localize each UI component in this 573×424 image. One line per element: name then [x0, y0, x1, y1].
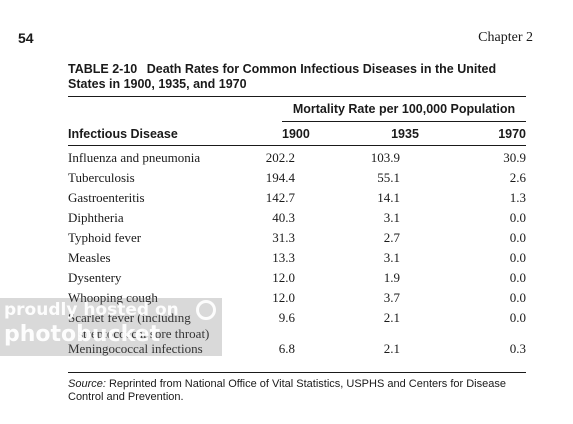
disease-cell: Measles [68, 250, 111, 265]
disease-cell: Gastroenteritis [68, 190, 145, 205]
disease-line-1: Scarlet fever (including [68, 310, 191, 325]
value-1900: 9.6 [278, 310, 295, 325]
value-1970: 1.3 [509, 190, 526, 205]
bottom-rule [68, 372, 526, 373]
value-1900: 12.0 [272, 290, 295, 305]
value-1935: 3.7 [383, 290, 400, 305]
table-row: Dysentery 12.0 1.9 0.0 [68, 270, 526, 290]
value-1900: 194.4 [265, 170, 295, 185]
camera-lens-icon [196, 300, 216, 320]
source-note: Source: Reprinted from National Office o… [68, 378, 528, 404]
value-1970: 0.0 [509, 290, 526, 305]
value-1970: 0.0 [509, 230, 526, 245]
group-rule [282, 121, 526, 122]
disease-cell: Typhoid fever [68, 230, 142, 245]
value-1935: 14.1 [377, 190, 400, 205]
table-label: TABLE 2-10 [68, 62, 138, 76]
table-row: Measles 13.3 3.1 0.0 [68, 250, 526, 270]
value-1900: 31.3 [272, 230, 295, 245]
disease-cell: Meningococcal infections [68, 341, 203, 356]
value-1970: 0.0 [509, 310, 526, 325]
table-row: Influenza and pneumonia 202.2 103.9 30.9 [68, 150, 526, 170]
disease-cell: Dysentery [68, 270, 122, 285]
value-1970: 2.6 [509, 170, 526, 185]
table-row: Scarlet fever (including streptococcal s… [68, 310, 526, 341]
disease-line-2: streptococcal sore throat) [78, 326, 210, 341]
value-1970: 30.9 [503, 150, 526, 165]
table-caption: TABLE 2-10 Death Rates for Common Infect… [68, 62, 528, 92]
table-body: Influenza and pneumonia 202.2 103.9 30.9… [68, 150, 526, 361]
value-1970: 0.0 [509, 270, 526, 285]
column-header-1935: 1935 [391, 127, 419, 141]
disease-cell: Tuberculosis [68, 170, 135, 185]
value-1900: 40.3 [272, 210, 295, 225]
value-1935: 3.1 [383, 250, 400, 265]
value-1970: 0.0 [509, 250, 526, 265]
value-1935: 55.1 [377, 170, 400, 185]
table-row: Typhoid fever 31.3 2.7 0.0 [68, 230, 526, 250]
value-1900: 13.3 [272, 250, 295, 265]
value-1935: 2.7 [383, 230, 400, 245]
value-1900: 142.7 [265, 190, 295, 205]
chapter-heading: Chapter 2 [478, 30, 533, 45]
disease-cell: Scarlet fever (including streptococcal s… [68, 310, 268, 342]
value-1900: 6.8 [278, 341, 295, 356]
value-1935: 2.1 [383, 310, 400, 325]
top-rule [68, 96, 526, 97]
watermark-line-1: proudly hosted on [4, 300, 179, 320]
value-1900: 202.2 [265, 150, 295, 165]
value-1935: 2.1 [383, 341, 400, 356]
table-title: Death Rates for Common Infectious Diseas… [68, 62, 497, 91]
table-row: Whooping cough 12.0 3.7 0.0 [68, 290, 526, 310]
table-row: Diphtheria 40.3 3.1 0.0 [68, 210, 526, 230]
disease-cell: Whooping cough [68, 290, 158, 305]
disease-cell: Influenza and pneumonia [68, 150, 201, 165]
disease-cell: Diphtheria [68, 210, 124, 225]
source-text: Reprinted from National Office of Vital … [68, 378, 506, 403]
column-header-1900: 1900 [282, 127, 310, 141]
photobucket-watermark: proudly hosted on photobucket [0, 298, 222, 356]
value-1970: 0.3 [509, 341, 526, 356]
value-1970: 0.0 [509, 210, 526, 225]
value-1935: 103.9 [370, 150, 400, 165]
table-row: Meningococcal infections 6.8 2.1 0.3 [68, 341, 526, 361]
column-group-header: Mortality Rate per 100,000 Population [292, 102, 516, 116]
column-header-disease: Infectious Disease [68, 127, 178, 141]
value-1935: 3.1 [383, 210, 400, 225]
value-1935: 1.9 [383, 270, 400, 285]
page-number: 54 [18, 30, 34, 46]
value-1900: 12.0 [272, 270, 295, 285]
table-row: Tuberculosis 194.4 55.1 2.6 [68, 170, 526, 190]
header-rule [68, 145, 526, 146]
source-label: Source: [68, 378, 106, 390]
watermark-line-2: photobucket [4, 322, 161, 347]
column-header-1970: 1970 [498, 127, 526, 141]
table-row: Gastroenteritis 142.7 14.1 1.3 [68, 190, 526, 210]
